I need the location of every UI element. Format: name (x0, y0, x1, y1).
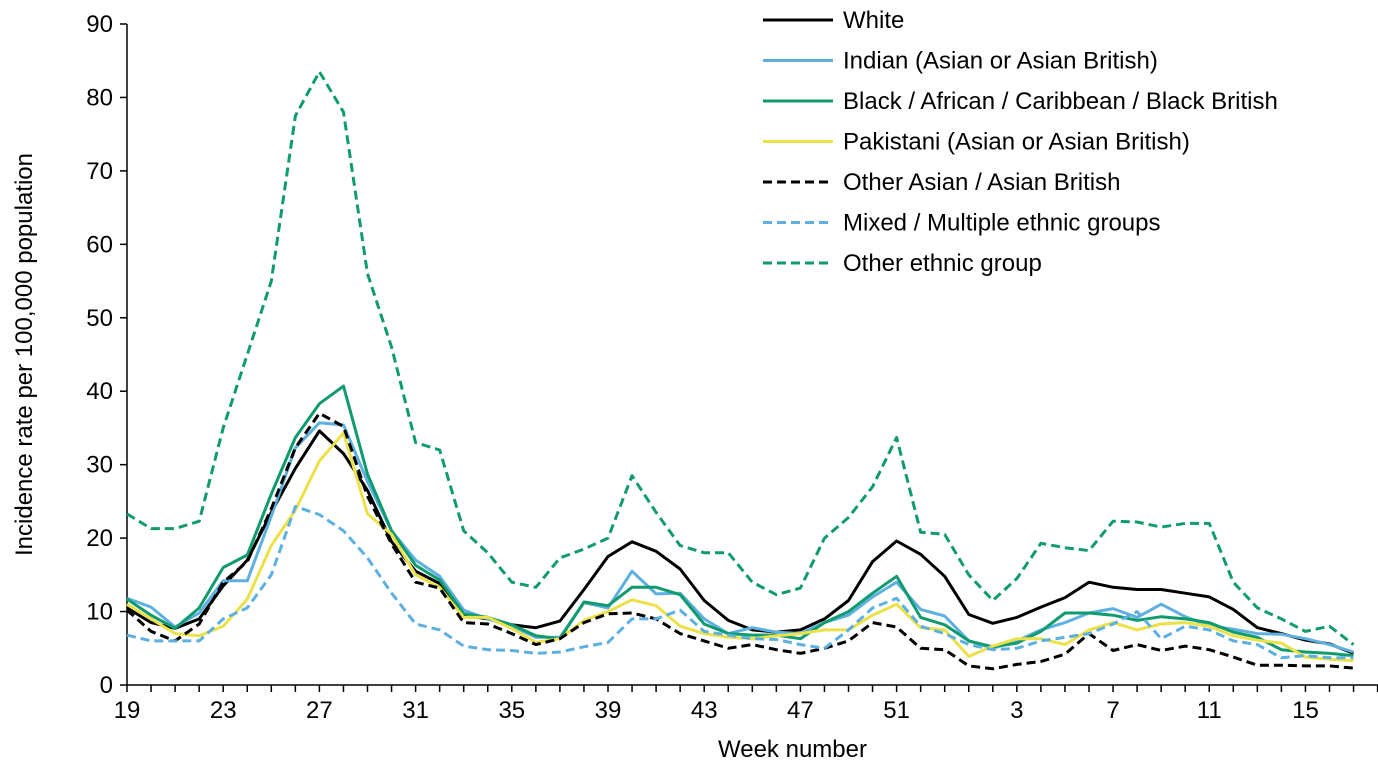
legend-label: Other ethnic group (843, 250, 1042, 277)
series-line-1 (126, 429, 1355, 655)
y-tick-label: 50 (86, 305, 113, 332)
x-tick-label: 51 (883, 697, 910, 724)
legend: White Indian (Asian or Asian British) Blac… (763, 7, 1278, 277)
x-tick-label: 3 (1010, 697, 1023, 724)
y-tick-label: 80 (86, 84, 113, 111)
x-tick-label: 47 (787, 697, 814, 724)
x-tick-label: 19 (114, 697, 141, 724)
y-tick-label: 70 (86, 158, 113, 185)
legend-label: White (843, 7, 904, 34)
x-axis-title: Week number (718, 736, 867, 763)
y-tick-label: 60 (86, 231, 113, 258)
legend-label: Indian (Asian or Asian British) (843, 48, 1158, 75)
x-tick-label: 31 (402, 697, 429, 724)
x-tick-label: 27 (306, 697, 333, 724)
series-line-6 (126, 505, 1354, 660)
x-tick-label: 43 (691, 697, 718, 724)
series-line-7 (126, 70, 1355, 646)
x-tick-label: 23 (210, 697, 237, 724)
legend-label: Black / African / Caribbean / Black Brit… (843, 88, 1278, 115)
legend-label: Mixed / Multiple ethnic groups (843, 210, 1160, 237)
x-tick-label: 35 (498, 697, 525, 724)
x-tick-label: 15 (1292, 697, 1319, 724)
series-line-2 (126, 421, 1354, 654)
y-tick-label: 0 (100, 672, 113, 699)
y-tick-label: 30 (86, 452, 113, 479)
y-tick-label: 90 (86, 11, 113, 38)
legend-label: Other Asian / Asian British (843, 169, 1120, 196)
y-tick-label: 20 (86, 525, 113, 552)
y-axis-ticks: 0 10 20 30 40 50 60 70 80 90 (86, 11, 127, 699)
series-lines (126, 70, 1355, 671)
x-tick-label: 7 (1106, 697, 1119, 724)
y-axis-title: Incidence rate per 100,000 population (11, 153, 38, 556)
x-tick-label: 11 (1197, 697, 1222, 724)
y-tick-label: 40 (86, 378, 113, 405)
x-tick-label: 39 (595, 697, 622, 724)
x-axis-ticks: 19 23 27 31 35 39 43 47 51 3 7 11 15 (114, 685, 1378, 724)
y-tick-label: 10 (86, 599, 113, 626)
series-line-3 (126, 384, 1354, 658)
legend-label: Pakistani (Asian or Asian British) (843, 129, 1190, 156)
